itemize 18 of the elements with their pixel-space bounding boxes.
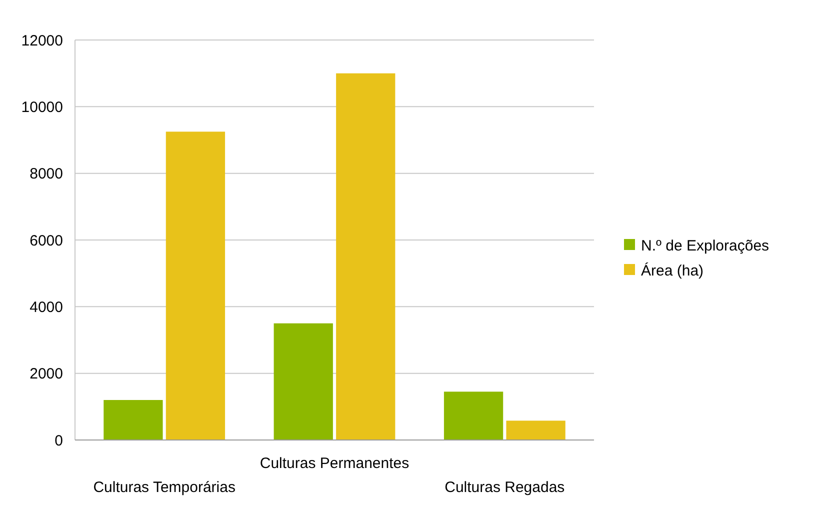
x-tick-label: Culturas Permanentes [260,455,410,472]
y-tick-label: 4000 [30,298,63,316]
y-tick-label: 6000 [30,232,63,250]
y-tick-label: 8000 [30,166,63,183]
x-tick-label: Culturas Regadas [444,479,565,496]
bar [104,400,163,440]
y-tick-label: 12000 [21,32,63,50]
legend-label: N.º de Explorações [641,237,770,254]
y-tick-label: 0 [54,432,63,450]
y-tick-label: 10000 [21,98,63,116]
bar [166,132,226,440]
bar [274,323,333,440]
legend-label: Área (ha) [641,261,704,280]
bar [444,392,504,440]
bar [506,420,566,440]
bar [336,73,396,440]
x-tick-label: Culturas Temporárias [93,479,236,496]
y-tick-label: 2000 [30,366,63,383]
